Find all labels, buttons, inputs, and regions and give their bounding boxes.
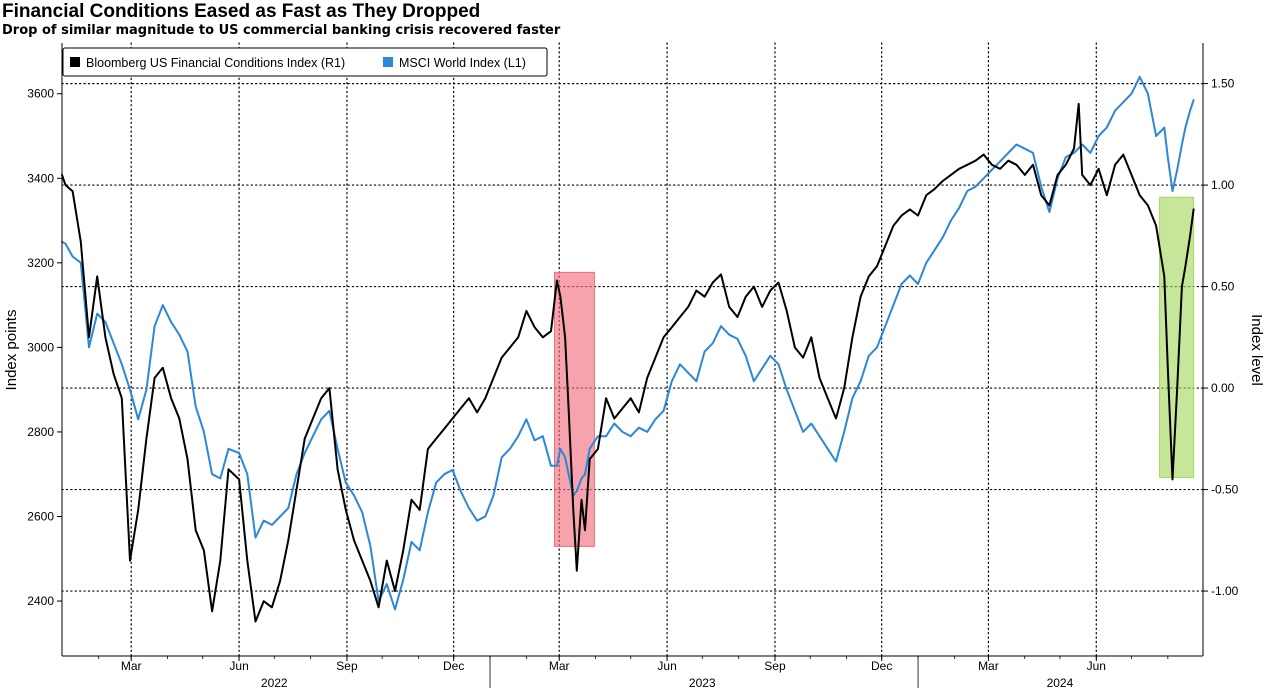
series-lines: [61, 75, 1195, 623]
x-year-label: 2024: [1047, 676, 1074, 689]
x-tick-label: Mar: [978, 659, 999, 673]
x-tick-label: Mar: [121, 659, 142, 673]
axes: [61, 43, 1204, 657]
x-tick-label: Sep: [336, 659, 358, 673]
right-tick-label: 1.50: [1211, 77, 1235, 91]
legend-label-msci: MSCI World Index (L1): [399, 56, 526, 70]
grid-lines: [61, 42, 1204, 657]
left-tick-label: 3400: [27, 171, 54, 185]
x-tick-label: Jun: [657, 659, 676, 673]
right-tick-label: 0.50: [1211, 280, 1235, 294]
left-tick-label: 2600: [27, 509, 54, 523]
legend: Bloomberg US Financial Conditions Index …: [62, 47, 548, 77]
highlight-region-1: [554, 271, 595, 547]
legend-swatch-fci: [70, 57, 80, 67]
left-tick-label: 3600: [27, 87, 54, 101]
right-tick-label: 0.00: [1211, 381, 1235, 395]
highlight-region-2: [1159, 196, 1195, 478]
series-line-msci: [61, 75, 1195, 611]
left-tick-label: 3200: [27, 256, 54, 270]
x-tick-label: Jun: [229, 659, 248, 673]
x-tick-label: Sep: [764, 659, 786, 673]
left-tick-label: 3000: [27, 340, 54, 354]
legend-label-fci: Bloomberg US Financial Conditions Index …: [86, 56, 345, 70]
right-tick-label: 1.00: [1211, 178, 1235, 192]
x-tick-label: Dec: [443, 659, 464, 673]
right-axis-title: Index level: [1248, 314, 1265, 386]
x-axis-ticks: Mar Jun Sep Dec Mar Jun Sep Dec Mar Jun 2022 2023 20…: [97, 656, 1169, 689]
series-line-fci: [61, 102, 1195, 623]
left-tick-label: 2400: [27, 594, 54, 608]
x-tick-label: Jun: [1087, 659, 1106, 673]
left-tick-label: 2800: [27, 425, 54, 439]
x-year-label: 2023: [689, 676, 716, 689]
x-tick-label: Dec: [871, 659, 892, 673]
chart-subtitle: Drop of similar magnitude to US commerci…: [2, 23, 561, 38]
right-tick-label: -1.00: [1211, 584, 1239, 598]
chart-title: Financial Conditions Eased as Fast as Th…: [2, 1, 481, 22]
right-tick-label: -0.50: [1211, 483, 1239, 497]
left-axis-ticks: 2400 2600 2800 3000 3200 3400 3600: [27, 87, 62, 608]
right-axis-ticks: -1.00 -0.50 0.00 0.50 1.00 1.50: [1203, 77, 1239, 598]
legend-swatch-msci: [383, 57, 393, 67]
left-axis-title: Index points: [3, 310, 20, 391]
x-year-label: 2022: [261, 676, 288, 689]
x-tick-label: Mar: [549, 659, 570, 673]
legend-box: [62, 47, 548, 77]
